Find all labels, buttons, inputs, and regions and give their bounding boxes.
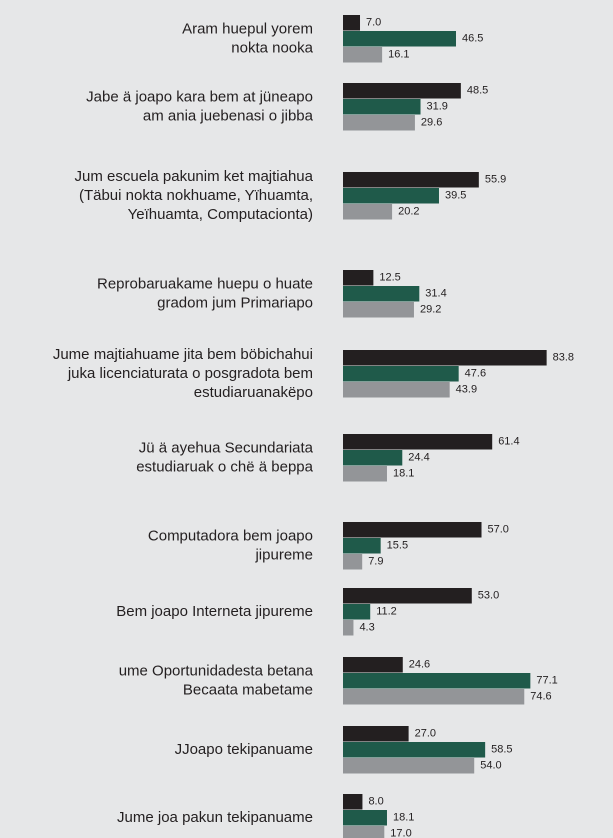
value-label: 31.4: [425, 288, 446, 300]
category-label: estudiaruanakëpo: [194, 384, 313, 401]
value-label: 53.0: [478, 590, 499, 602]
category-label: Yeïhuamta, Computacionta): [128, 206, 313, 223]
bar: [343, 450, 403, 466]
bar: [343, 588, 472, 604]
category-label: nokta nooka: [231, 39, 313, 56]
value-label: 83.8: [553, 352, 574, 364]
value-label: 18.1: [393, 468, 414, 480]
category-label: Computadora bem joapo: [148, 527, 313, 544]
value-label: 12.5: [379, 272, 400, 284]
bar: [343, 826, 385, 838]
value-label: 24.6: [409, 659, 430, 671]
value-label: 24.4: [408, 452, 429, 464]
bar: [343, 434, 493, 450]
category-label: Jabe ä joapo kara bem at jüneapo: [86, 88, 313, 105]
bar: [343, 657, 403, 673]
value-label: 61.4: [498, 436, 519, 448]
bar: [343, 810, 387, 826]
value-label: 47.6: [465, 368, 486, 380]
category-label: Jü ä ayehua Secundariata: [139, 439, 314, 456]
bar: [343, 554, 363, 570]
bar: [343, 382, 450, 398]
bar: [343, 794, 363, 810]
category-label: JJoapo tekipanuame: [175, 741, 313, 758]
bar: [343, 366, 459, 382]
bar: [343, 742, 486, 758]
category-label: Jume joa pakun tekipanuame: [117, 809, 313, 826]
category-label: Bem joapo Interneta jipureme: [116, 603, 313, 620]
bar: [343, 466, 387, 482]
value-label: 54.0: [480, 760, 501, 772]
bar: [343, 99, 421, 115]
value-label: 31.9: [427, 101, 448, 113]
value-label: 7.0: [366, 17, 381, 29]
value-label: 4.3: [359, 622, 374, 634]
category-label: juka licenciaturata o posgradota bem: [67, 365, 313, 382]
bar: [343, 115, 415, 131]
category-label: Jum escuela pakunim ket majtiahua: [75, 168, 314, 185]
bar: [343, 604, 371, 620]
value-label: 29.2: [420, 304, 441, 316]
value-label: 57.0: [488, 524, 509, 536]
category-label: Jume majtiahuame jita bem böbichahui: [53, 346, 313, 363]
category-label: ume Oportunidadesta betana: [119, 662, 314, 679]
value-label: 27.0: [415, 728, 436, 740]
value-label: 20.2: [398, 206, 419, 218]
value-label: 48.5: [467, 85, 488, 97]
bar: [343, 673, 531, 689]
bar: [343, 172, 479, 188]
category-label: estudiaruak o chë ä beppa: [136, 458, 313, 475]
value-label: 39.5: [445, 190, 466, 202]
value-label: 18.1: [393, 812, 414, 824]
bar: [343, 350, 547, 366]
value-label: 58.5: [491, 744, 512, 756]
value-label: 74.6: [530, 691, 551, 703]
category-label: Reprobaruakame huepu o huate: [97, 275, 313, 292]
bar: [343, 15, 361, 31]
bar: [343, 47, 383, 63]
bar: [343, 83, 461, 99]
value-label: 16.1: [388, 49, 409, 61]
value-label: 8.0: [368, 796, 383, 808]
bar: [343, 689, 525, 705]
value-label: 17.0: [390, 828, 411, 838]
bar: [343, 758, 475, 774]
bar: [343, 620, 354, 636]
bar: [343, 31, 456, 47]
category-label: jipureme: [254, 546, 313, 563]
value-label: 15.5: [387, 540, 408, 552]
bar: [343, 270, 374, 286]
bar: [343, 286, 420, 302]
category-label: Aram huepul yorem: [182, 20, 313, 37]
bar: [343, 302, 414, 318]
value-label: 7.9: [368, 556, 383, 568]
bar: [343, 188, 439, 204]
value-label: 43.9: [456, 384, 477, 396]
category-label: gradom jum Primariapo: [157, 294, 313, 311]
value-label: 55.9: [485, 174, 506, 186]
category-label: Becaata mabetame: [183, 681, 313, 698]
bar: [343, 538, 381, 554]
category-label: (Täbui nokta nokhuame, Yïhuamta,: [79, 187, 313, 204]
bar: [343, 204, 393, 220]
bar: [343, 726, 409, 742]
category-label: am ania juebenasi o jibba: [143, 107, 314, 124]
value-label: 46.5: [462, 33, 483, 45]
value-label: 77.1: [536, 675, 557, 687]
value-label: 11.2: [376, 606, 397, 618]
bar: [343, 522, 482, 538]
value-label: 29.6: [421, 117, 442, 129]
